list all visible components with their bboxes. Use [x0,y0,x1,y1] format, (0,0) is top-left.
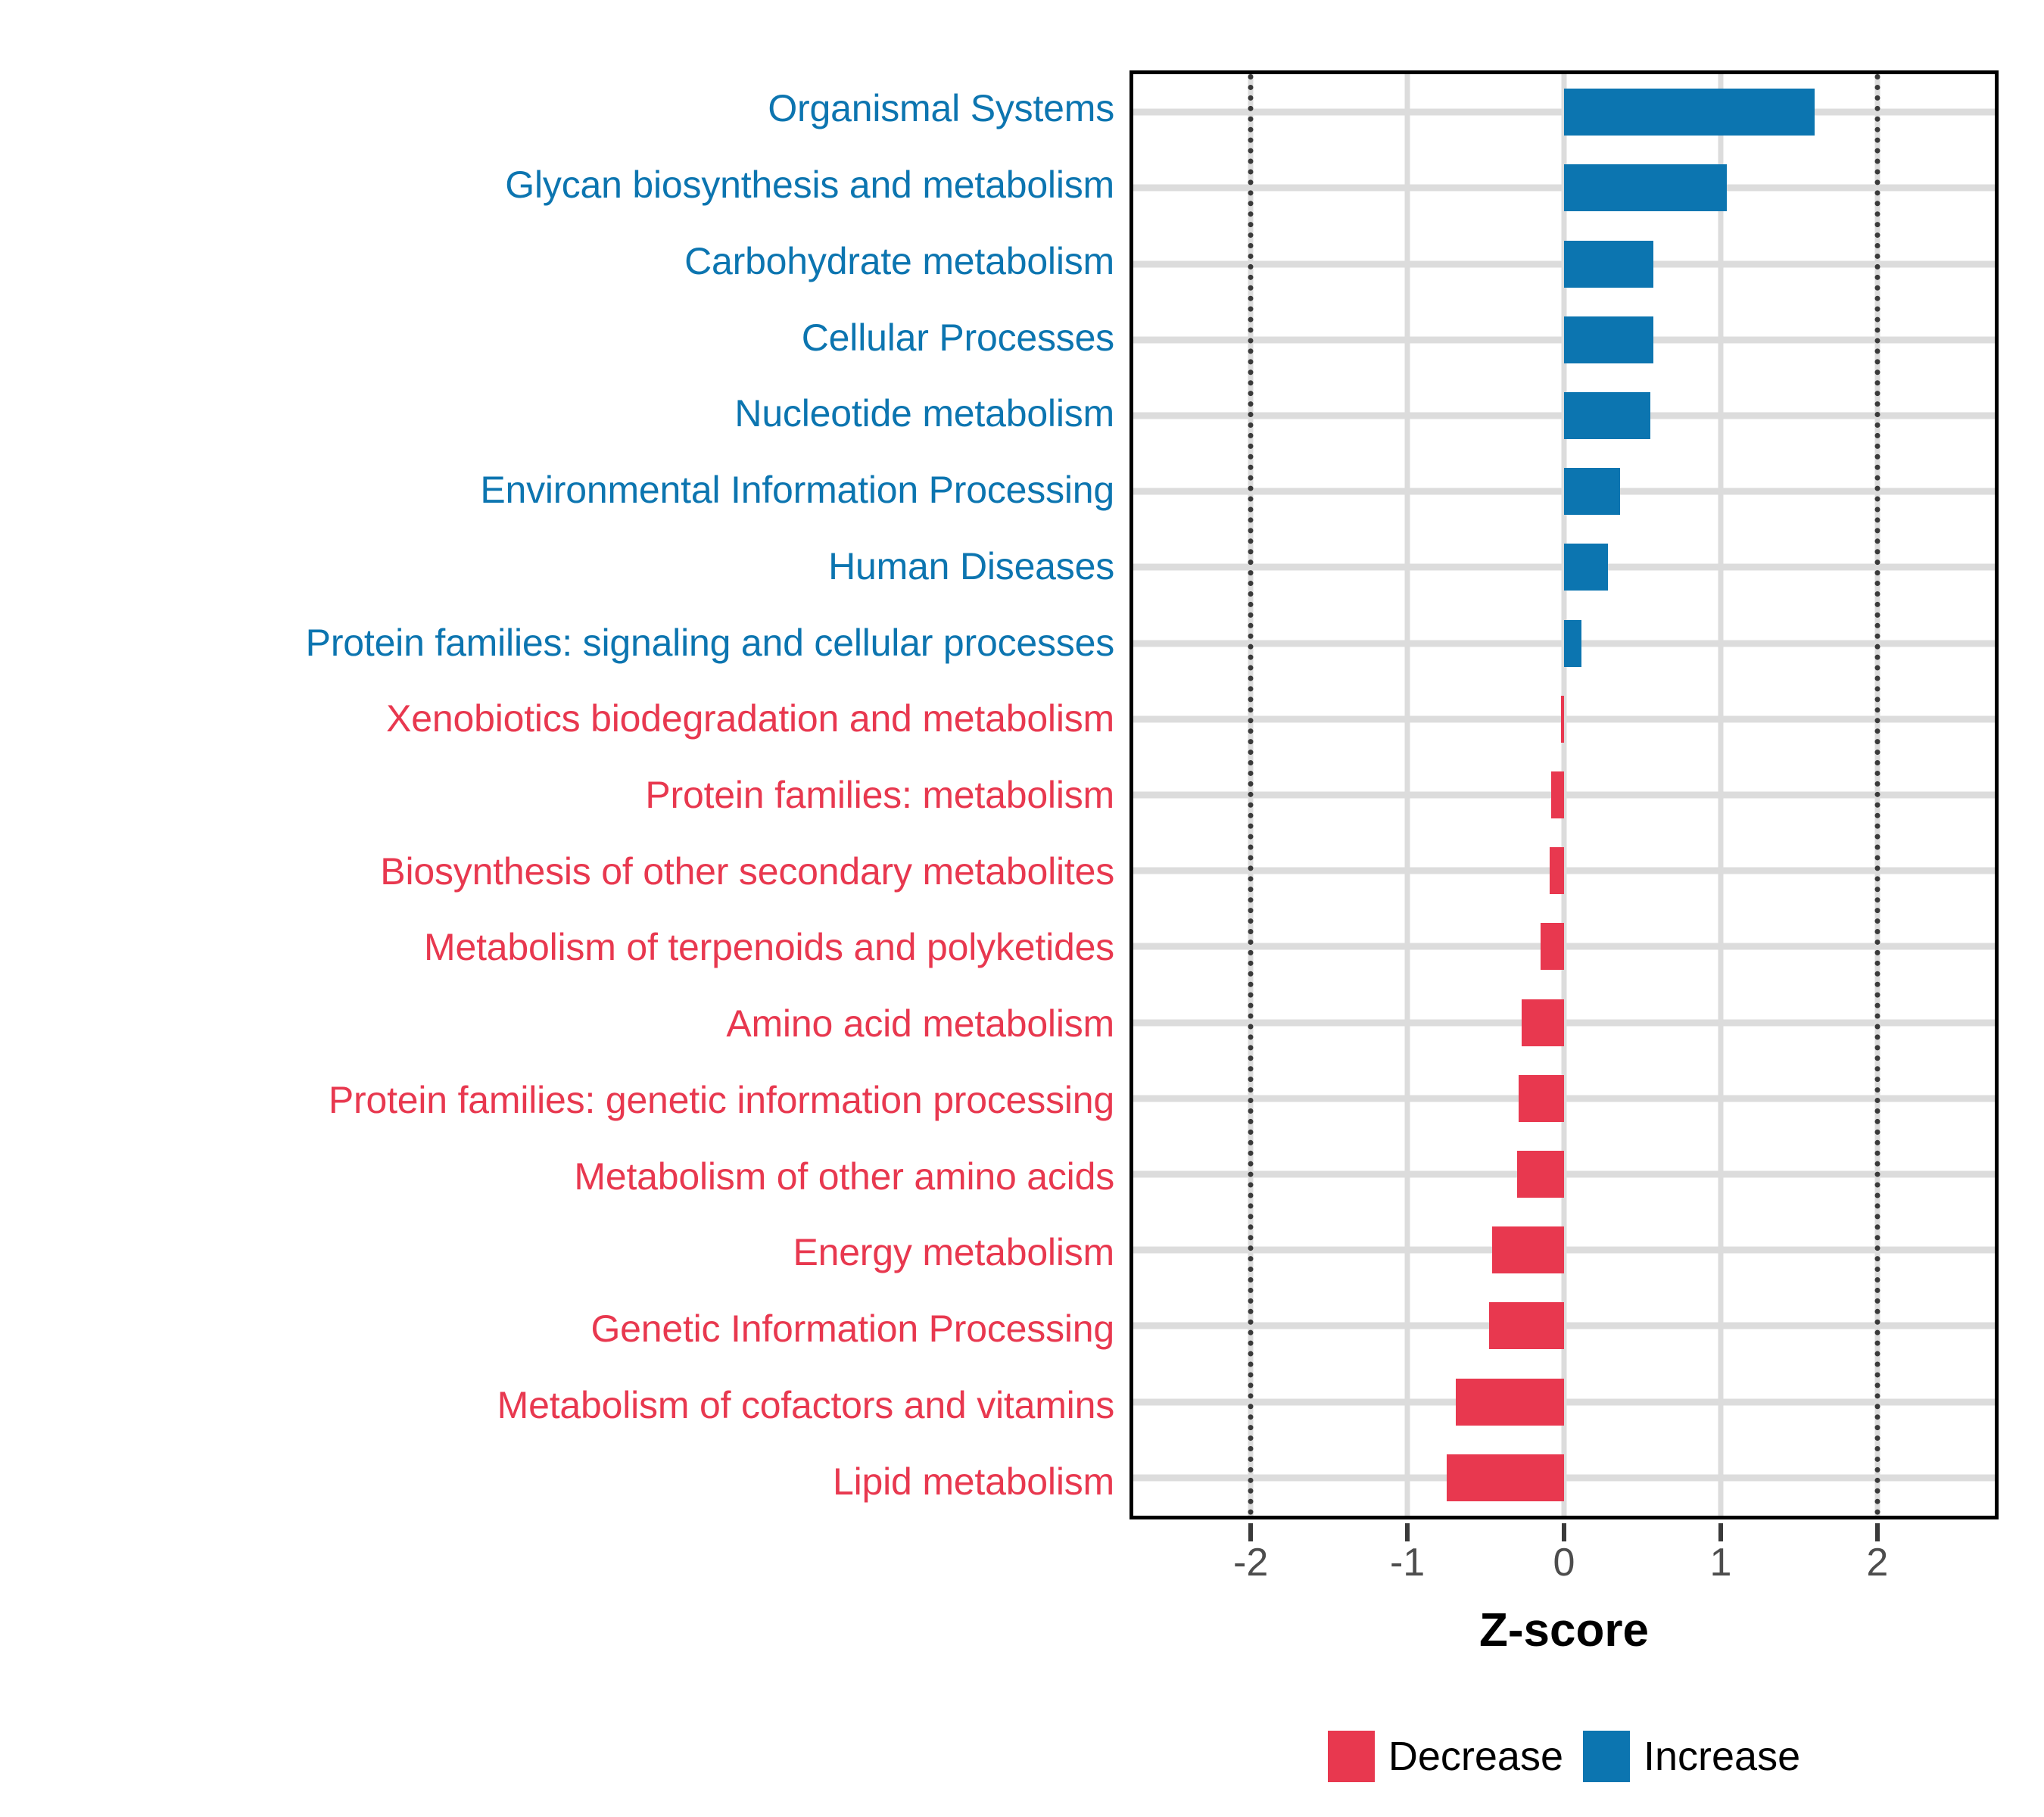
x-axis-tick-label: -1 [1389,1541,1426,1585]
y-axis-label-row: Energy metabolism [0,1214,1128,1291]
x-axis-tick [1405,1523,1410,1541]
y-axis-category-label: Carbohydrate metabolism [684,239,1114,282]
y-axis-label-row: Metabolism of cofactors and vitamins [0,1367,1128,1443]
y-axis-label-row: Environmental Information Processing [0,452,1128,528]
legend-item[interactable]: Decrease [1327,1731,1563,1782]
y-axis-label-row: Protein families: signaling and cellular… [0,604,1128,681]
x-axis-tick-labels: -2 -1 0 1 2 [1129,1543,1999,1602]
x-axis-tick-label: -2 [1233,1541,1269,1585]
legend-swatch [1582,1731,1630,1782]
y-axis-category-label: Organismal Systems [768,87,1114,130]
chart-legend: Decrease Increase [1129,1722,1999,1791]
bar [1488,1302,1564,1350]
y-axis-label-row: Genetic Information Processing [0,1291,1128,1367]
vertical-gridline [1561,74,1567,1516]
y-axis-category-label: Energy metabolism [793,1231,1114,1274]
bar [1564,316,1653,363]
plot-panel [1129,70,1999,1519]
y-axis-category-label: Environmental Information Processing [480,469,1114,512]
bar [1564,164,1728,212]
y-axis-category-label: Nucleotide metabolism [734,392,1114,435]
vertical-gridline [1404,74,1410,1516]
bar [1522,999,1564,1046]
y-axis-category-label: Genetic Information Processing [590,1307,1114,1351]
reference-line [1248,74,1254,1516]
y-axis-category-label: Cellular Processes [801,316,1114,359]
y-axis-category-label: Protein families: genetic information pr… [328,1078,1114,1121]
bar [1518,1074,1564,1122]
y-axis-category-label: Glycan biosynthesis and metabolism [505,164,1114,207]
y-axis-label-row: Carbohydrate metabolism [0,223,1128,299]
legend-label: Decrease [1388,1734,1563,1779]
y-axis-label-row: Metabolism of other amino acids [0,1138,1128,1214]
y-axis-label-row: Human Diseases [0,528,1128,604]
bar [1550,847,1564,895]
bar [1540,923,1564,971]
x-axis-tick [1718,1523,1723,1541]
y-axis-label-row: Metabolism of terpenoids and polyketides [0,909,1128,986]
bar [1564,89,1815,136]
x-axis-tick-label: 1 [1709,1541,1732,1585]
bar [1564,468,1621,516]
bar [1516,1151,1564,1198]
bar [1560,695,1564,743]
x-axis-tick-label: 0 [1553,1541,1575,1585]
y-axis-category-label: Metabolism of terpenoids and polyketides [424,926,1114,969]
vertical-gridline [1718,74,1724,1516]
y-axis-label-row: Amino acid metabolism [0,986,1128,1062]
y-axis-category-label: Metabolism of other amino acids [574,1155,1114,1198]
bar [1456,1378,1564,1426]
y-axis-label-row: Glycan biosynthesis and metabolism [0,147,1128,223]
y-axis-label-row: Nucleotide metabolism [0,376,1128,452]
y-axis-category-label: Human Diseases [828,544,1114,587]
x-axis-tick-label: 2 [1866,1541,1889,1585]
bar [1564,619,1581,667]
y-axis-label-row: Lipid metabolism [0,1443,1128,1519]
y-axis-category-label: Biosynthesis of other secondary metaboli… [380,849,1114,893]
y-axis-category-label: Protein families: signaling and cellular… [305,621,1115,664]
y-axis-label-row: Organismal Systems [0,70,1128,147]
bar [1551,771,1564,818]
bar [1564,240,1653,288]
y-axis-category-label: Amino acid metabolism [726,1002,1114,1046]
y-axis-category-label: Protein families: metabolism [645,773,1114,816]
y-axis-label-row: Protein families: genetic information pr… [0,1062,1128,1139]
y-axis-category-labels: Organismal Systems Glycan biosynthesis an… [0,70,1128,1519]
y-axis-category-label: Xenobiotics biodegradation and metabolis… [386,697,1114,740]
y-axis-category-label: Metabolism of cofactors and vitamins [497,1383,1115,1426]
x-axis-ticks [1129,1523,1999,1541]
legend-swatch [1327,1731,1375,1782]
bar [1491,1226,1564,1274]
y-axis-label-row: Biosynthesis of other secondary metaboli… [0,833,1128,909]
reference-line [1874,74,1880,1516]
y-axis-label-row: Protein families: metabolism [0,757,1128,834]
legend-item[interactable]: Increase [1582,1731,1801,1782]
bar [1564,544,1608,591]
bar [1564,391,1650,439]
x-axis-tick [1248,1523,1254,1541]
x-axis-title: Z-score [1479,1604,1649,1656]
x-axis-tick [1874,1523,1880,1541]
x-axis-tick [1562,1523,1566,1541]
bar [1446,1454,1564,1501]
y-axis-label-row: Cellular Processes [0,299,1128,376]
y-axis-category-label: Lipid metabolism [833,1460,1114,1503]
legend-label: Increase [1643,1734,1801,1779]
y-axis-label-row: Xenobiotics biodegradation and metabolis… [0,681,1128,757]
plot-area [1133,74,1995,1516]
